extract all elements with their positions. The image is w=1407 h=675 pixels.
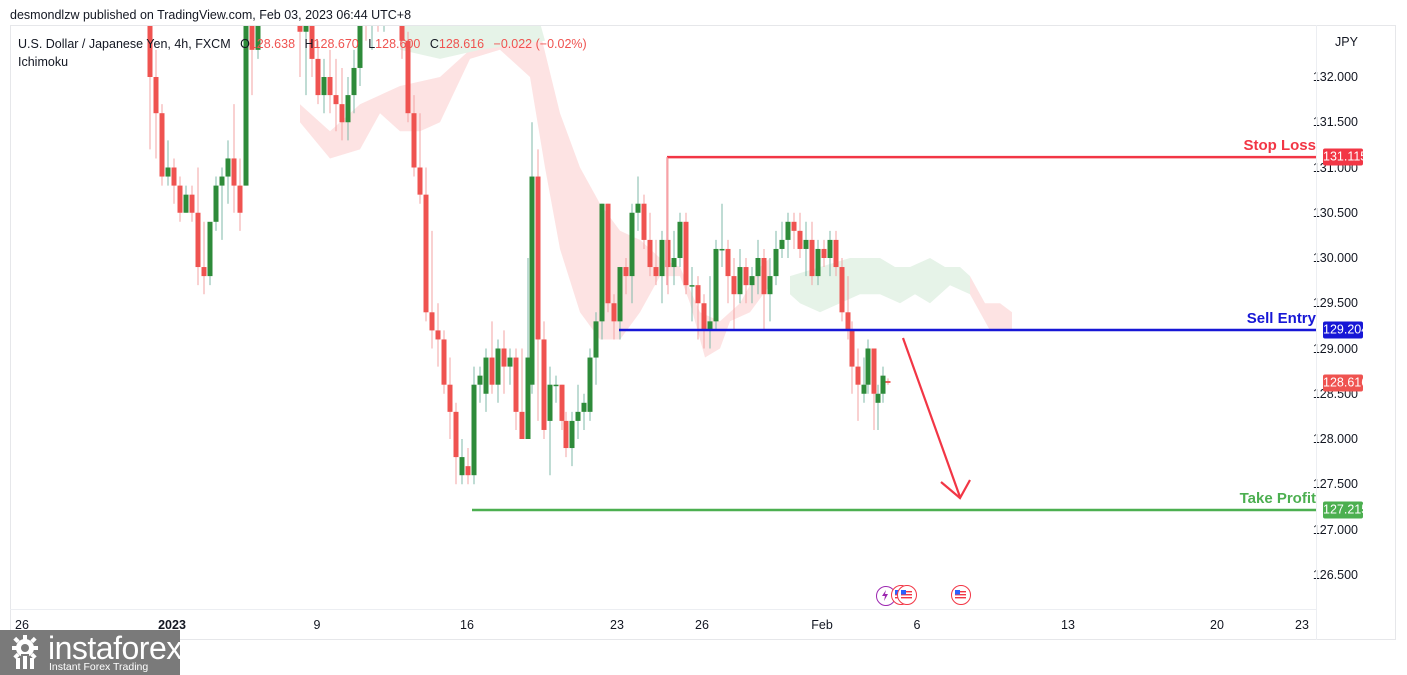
high-value: 128.670 xyxy=(313,37,359,51)
x-tick-label: 2023 xyxy=(158,618,186,632)
high-label: H xyxy=(304,37,314,51)
candlesticks xyxy=(147,26,891,485)
x-tick-label: 9 xyxy=(313,618,321,632)
x-tick-label: 16 xyxy=(460,618,474,632)
y-tick-label: 129.000 xyxy=(1312,341,1358,356)
instaforex-gear-icon xyxy=(12,635,38,669)
y-tick-label: 127.000 xyxy=(1312,522,1358,537)
x-tick-label: 23 xyxy=(1295,618,1309,632)
x-tick-label: 20 xyxy=(1210,618,1224,632)
close-value: 128.616 xyxy=(438,37,485,51)
low-value: 128.600 xyxy=(375,37,421,51)
y-tick-label: 130.000 xyxy=(1312,251,1358,265)
y-tick-label: 132.000 xyxy=(1312,70,1358,84)
instaforex-watermark: instaforex Instant Forex Trading xyxy=(0,630,182,675)
price-change: −0.022 (−0.02%) xyxy=(493,37,587,51)
x-tick-label: Feb xyxy=(811,618,833,632)
us-economic-event-icon-3[interactable] xyxy=(951,585,971,605)
y-tick-label: 126.500 xyxy=(1312,567,1358,582)
take-profit-price-tag: 127.215 xyxy=(1323,501,1369,519)
take-profit-label: Take Profit xyxy=(1239,490,1316,508)
y-tick-label: 127.500 xyxy=(1312,477,1358,492)
bearish-arrow-icon[interactable] xyxy=(901,337,971,500)
trade-levels xyxy=(472,155,1316,512)
open-value: 128.638 xyxy=(249,37,296,51)
x-tick-label: 26 xyxy=(15,618,29,632)
sell-entry-label: Sell Entry xyxy=(1246,310,1316,328)
y-tick-label: 128.000 xyxy=(1312,432,1358,446)
brand-tagline: Instant Forex Trading xyxy=(49,661,149,673)
stop-loss-price-tag: 131.115 xyxy=(1323,148,1368,166)
ichimoku-cloud xyxy=(300,26,1012,358)
chart-legend: U.S. Dollar / Japanese Yen, 4h, FXCM O12… xyxy=(18,37,587,51)
brand-name: instaforex xyxy=(48,630,182,666)
indicator-ichimoku[interactable]: Ichimoku xyxy=(18,55,69,69)
close-label: C xyxy=(429,37,439,51)
low-label: L xyxy=(368,37,376,51)
current-price-tag: 128.616 xyxy=(1323,374,1369,392)
publish-attribution: desmondlzw published on TradingView.com,… xyxy=(10,8,412,22)
open-label: O xyxy=(240,37,250,51)
x-tick-label: 26 xyxy=(695,618,709,632)
x-tick-label: 13 xyxy=(1061,618,1075,632)
y-axis-divider xyxy=(1316,25,1317,640)
y-tick-label: 129.500 xyxy=(1312,296,1358,311)
sell-entry-price-tag: 129.204 xyxy=(1323,321,1369,339)
stop-loss-label: Stop Loss xyxy=(1243,137,1316,155)
y-tick-label: 130.500 xyxy=(1312,205,1358,220)
symbol-title: U.S. Dollar / Japanese Yen, 4h, FXCM xyxy=(18,37,231,51)
y-tick-label: 131.500 xyxy=(1312,115,1358,130)
us-economic-event-icon-2[interactable] xyxy=(897,585,917,605)
x-axis-divider xyxy=(10,609,1316,610)
x-tick-label: 23 xyxy=(610,618,624,632)
y-axis-unit: JPY xyxy=(1335,35,1358,49)
x-tick-label: 6 xyxy=(913,618,921,632)
